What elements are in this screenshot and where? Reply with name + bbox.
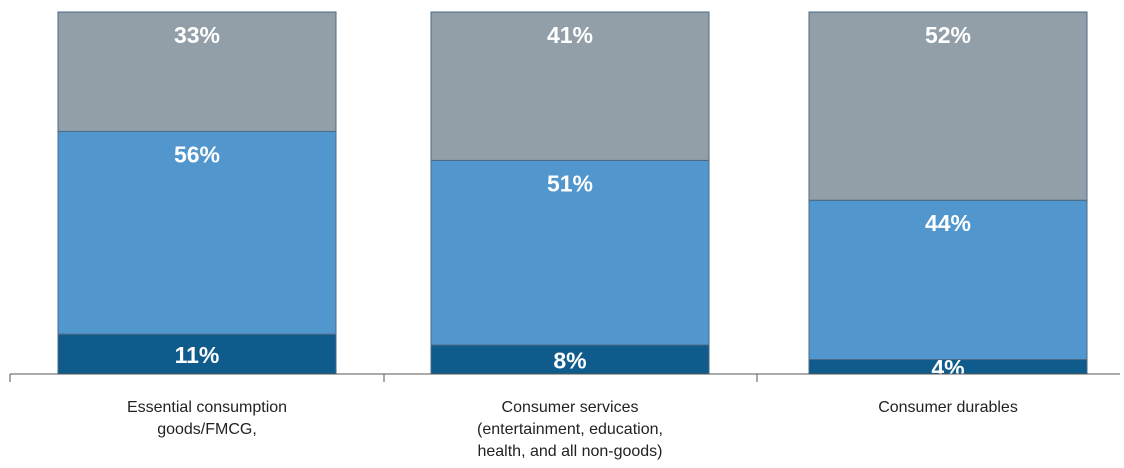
data-label: 44%: [925, 210, 971, 236]
bar-segment: [808, 199, 1088, 361]
category-label: Consumer services (entertainment, educati…: [477, 399, 663, 460]
data-label: 51%: [547, 170, 593, 196]
bar-segment: [57, 333, 337, 375]
bar-segment: [430, 11, 710, 161]
category-labels: Essential consumption goods/FMCG, Consumer…: [127, 399, 1018, 460]
bar-segment: [808, 11, 1088, 201]
x-axis: [9, 373, 1120, 382]
data-label: 56%: [174, 141, 220, 167]
data-label: 33%: [174, 22, 220, 48]
bar-segment: [430, 344, 710, 375]
data-label: 8%: [553, 348, 586, 374]
bar-segment: [57, 11, 337, 132]
data-label: 52%: [925, 22, 971, 48]
bar-segment: [57, 130, 337, 335]
data-label: 11%: [175, 342, 220, 368]
data-label: 41%: [547, 22, 593, 48]
category-label: Consumer durables: [878, 399, 1018, 416]
category-label: Essential consumption goods/FMCG,: [127, 399, 287, 438]
bars-group: 11%56%33%8%51%41%4%44%52%: [57, 11, 1088, 381]
bar-segment: [430, 159, 710, 346]
